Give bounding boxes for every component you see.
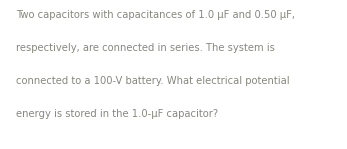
Text: connected to a 100-V battery. What electrical potential: connected to a 100-V battery. What elect… xyxy=(16,76,289,86)
Text: respectively, are connected in series. The system is: respectively, are connected in series. T… xyxy=(16,43,274,53)
Text: Two capacitors with capacitances of 1.0 μF and 0.50 μF,: Two capacitors with capacitances of 1.0 … xyxy=(16,10,295,20)
Text: energy is stored in the 1.0-μF capacitor?: energy is stored in the 1.0-μF capacitor… xyxy=(16,109,218,119)
